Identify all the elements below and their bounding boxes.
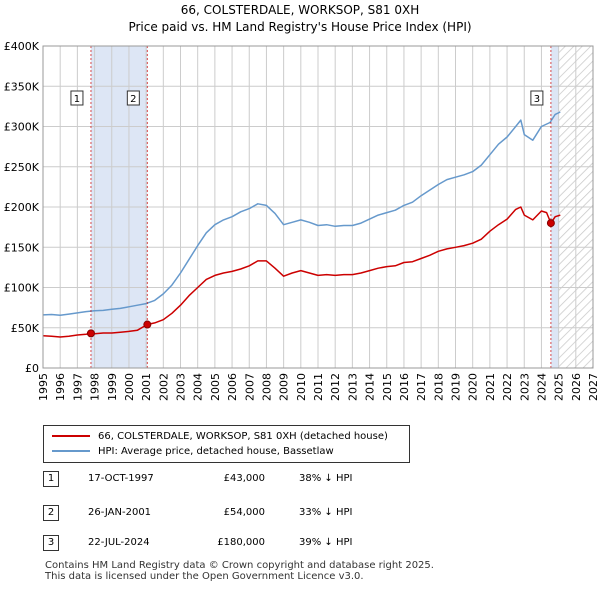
y-tick-label: £400K (4, 40, 40, 53)
y-tick-label: £200K (4, 201, 40, 214)
footer-line2: This data is licensed under the Open Gov… (45, 571, 364, 582)
x-tick-label: 2016 (398, 373, 411, 401)
x-tick-label: 1997 (71, 373, 84, 401)
x-tick-label: 1998 (89, 373, 102, 401)
legend-swatch-hpi (52, 450, 90, 452)
chart-title-line1: 66, COLSTERDALE, WORKSOP, S81 0XH (180, 3, 420, 17)
sale-number-badge: 2 (43, 505, 59, 521)
legend-label-property: 66, COLSTERDALE, WORKSOP, S81 0XH (detac… (98, 431, 388, 442)
x-tick-label: 2023 (518, 373, 531, 401)
x-tick-label: 2003 (175, 373, 188, 401)
sale-date: 26-JAN-2001 (88, 507, 152, 518)
x-tick-label: 2013 (346, 373, 359, 401)
x-tick-label: 2002 (157, 373, 170, 401)
y-tick-label: £300K (4, 121, 40, 134)
sale-label-text: 3 (534, 94, 540, 105)
sale-number-badge: 1 (43, 471, 59, 487)
chart-legend: 66, COLSTERDALE, WORKSOP, S81 0XH (detac… (43, 425, 410, 463)
sale-label-box (530, 90, 544, 106)
y-tick-label: £350K (4, 80, 40, 93)
sale-hpi-diff: 38% ↓ HPI (299, 473, 353, 484)
x-tick-label: 2024 (535, 373, 548, 401)
x-tick-label: 2018 (432, 373, 445, 401)
sale-label-text: 1 (74, 94, 80, 105)
sale-price: £54,000 (223, 507, 265, 518)
x-tick-label: 2026 (570, 373, 583, 401)
x-tick-label: 2001 (140, 373, 153, 401)
sale-point (86, 329, 95, 338)
x-tick-label: 2010 (295, 373, 308, 401)
x-tick-label: 2014 (364, 373, 377, 401)
x-tick-label: 2011 (312, 373, 325, 401)
sale-row: 2 26-JAN-2001 £54,000 33% ↓ HPI (43, 505, 403, 523)
x-tick-label: 2009 (278, 373, 291, 401)
footer-line1: Contains HM Land Registry data © Crown c… (45, 560, 434, 571)
x-tick-label: 2025 (553, 373, 566, 401)
price-paid-line (42, 206, 561, 338)
x-tick-label: 2000 (123, 373, 136, 401)
x-tick-label: 2005 (209, 373, 222, 401)
x-tick-label: 2027 (587, 373, 600, 401)
x-tick-label: 1999 (106, 373, 119, 401)
y-tick-label: £50K (11, 322, 40, 335)
x-tick-label: 2017 (415, 373, 428, 401)
sale-label-box (70, 90, 84, 106)
y-tick-label: £250K (4, 161, 40, 174)
sale-date: 22-JUL-2024 (88, 537, 150, 548)
sale-hpi-diff: 39% ↓ HPI (299, 537, 353, 548)
y-tick-label: £0 (25, 362, 39, 375)
y-tick-label: £100K (4, 282, 40, 295)
x-tick-label: 2007 (243, 373, 256, 401)
x-tick-label: 2015 (381, 373, 394, 401)
sale-hpi-diff: 33% ↓ HPI (299, 507, 353, 518)
legend-swatch-property (52, 435, 90, 437)
x-tick-label: 1995 (37, 373, 50, 401)
sale-number-badge: 3 (43, 535, 59, 551)
sale-label-box (126, 90, 140, 106)
sale-point (143, 320, 152, 329)
sale-row: 1 17-OCT-1997 £43,000 38% ↓ HPI (43, 471, 403, 489)
x-tick-label: 2020 (467, 373, 480, 401)
sale-row: 3 22-JUL-2024 £180,000 39% ↓ HPI (43, 535, 403, 553)
x-tick-label: 2004 (192, 373, 205, 401)
footer-attribution: Contains HM Land Registry data © Crown c… (45, 560, 434, 582)
legend-item-property: 66, COLSTERDALE, WORKSOP, S81 0XH (detac… (52, 430, 388, 444)
hpi-line (42, 111, 561, 317)
legend-item-hpi: HPI: Average price, detached house, Bass… (52, 445, 334, 459)
sale-price: £180,000 (217, 537, 265, 548)
chart-title-line2: Price paid vs. HM Land Registry's House … (128, 20, 472, 34)
x-tick-label: 2006 (226, 373, 239, 401)
plot-border (42, 45, 594, 369)
legend-label-hpi: HPI: Average price, detached house, Bass… (98, 446, 334, 457)
x-tick-label: 1996 (54, 373, 67, 401)
sale-label-text: 2 (130, 94, 136, 105)
x-tick-label: 2022 (501, 373, 514, 401)
x-tick-label: 2021 (484, 373, 497, 401)
chart-title: 66, COLSTERDALE, WORKSOP, S81 0XH Price … (0, 2, 600, 36)
sale-point (546, 219, 555, 228)
price-chart: 1 2 3 £0 £50K £100K £150K £200K £250K £300K £350K… (4, 40, 600, 401)
x-tick-label: 2012 (329, 373, 342, 401)
sale-date: 17-OCT-1997 (88, 473, 154, 484)
sale-price: £43,000 (223, 473, 265, 484)
x-tick-label: 2008 (260, 373, 273, 401)
y-tick-label: £150K (4, 241, 40, 254)
x-tick-label: 2019 (450, 373, 463, 401)
